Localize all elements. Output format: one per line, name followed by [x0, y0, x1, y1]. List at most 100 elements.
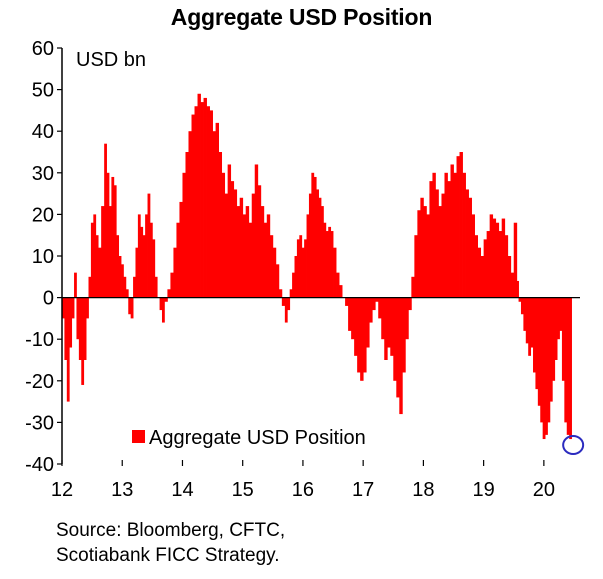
chart-title: Aggregate USD Position — [170, 4, 433, 30]
x-tick-labels: 12 13 14 15 16 17 18 19 20 — [51, 479, 555, 501]
bar — [123, 276, 127, 298]
bar — [535, 297, 539, 390]
bar — [408, 297, 412, 311]
bar — [417, 210, 421, 298]
bar — [351, 297, 355, 340]
bars-group — [62, 93, 572, 440]
bar — [118, 256, 122, 298]
bar — [140, 226, 144, 298]
bar — [191, 114, 195, 298]
bar — [450, 164, 454, 298]
bar — [64, 297, 68, 360]
bar — [498, 231, 503, 298]
legend-swatch — [132, 430, 145, 443]
bar — [212, 131, 216, 298]
x-tick-label: 15 — [232, 479, 254, 501]
bar — [209, 110, 213, 298]
bar — [133, 276, 136, 298]
bar — [275, 264, 280, 298]
bar — [263, 222, 268, 298]
bar — [86, 297, 89, 319]
bar — [339, 285, 343, 298]
bar — [504, 235, 509, 298]
bar — [62, 297, 65, 319]
bar — [360, 297, 364, 381]
bar — [525, 297, 529, 344]
bar — [101, 206, 105, 298]
bar — [411, 276, 415, 298]
bar — [113, 185, 117, 298]
bar — [549, 297, 553, 402]
bar — [390, 297, 394, 356]
bar — [444, 172, 448, 298]
bar — [561, 297, 565, 381]
bar — [528, 297, 532, 356]
source-line-2: Scotiabank FICC Strategy. — [56, 545, 280, 566]
bar — [354, 297, 358, 356]
x-tick-label: 18 — [412, 479, 434, 501]
bar — [387, 297, 391, 348]
bar — [520, 297, 524, 315]
y-tick-label: 50 — [32, 80, 54, 102]
bar — [396, 297, 400, 398]
bar — [159, 297, 163, 311]
bar — [188, 131, 192, 298]
bar — [456, 156, 460, 298]
bar — [420, 197, 424, 298]
y-tick-label: -40 — [25, 454, 54, 476]
y-tick-label: 40 — [32, 121, 54, 143]
bar — [176, 222, 180, 298]
y-tick-label: 20 — [32, 204, 54, 226]
bar — [393, 297, 397, 381]
bar — [194, 106, 198, 298]
bar — [88, 276, 92, 298]
bar — [432, 172, 436, 298]
bar — [248, 222, 253, 298]
bar — [513, 222, 518, 298]
bar — [142, 235, 146, 298]
bar — [245, 206, 250, 298]
bar — [480, 256, 485, 298]
bar — [423, 206, 427, 298]
bar — [296, 239, 300, 298]
bar — [564, 297, 568, 423]
bar — [552, 297, 556, 381]
bar — [357, 297, 361, 373]
bar — [239, 197, 244, 298]
y-tick-labels: 60 50 40 30 20 10 0 -10 -20 -30 -40 — [25, 38, 54, 476]
bar — [378, 297, 382, 319]
bar — [328, 226, 332, 298]
bar — [533, 297, 536, 373]
y-tick-label: -30 — [25, 412, 54, 434]
bar — [501, 218, 506, 298]
bar — [242, 214, 247, 298]
bar — [251, 193, 256, 298]
bar — [90, 222, 94, 298]
bar — [137, 214, 141, 298]
bar — [130, 297, 134, 319]
bar — [152, 239, 156, 298]
bar — [95, 235, 99, 298]
legend-label: Aggregate USD Position — [149, 427, 366, 449]
bar — [69, 297, 73, 348]
bar — [537, 297, 541, 406]
unit-label: USD bn — [76, 49, 146, 71]
bar — [489, 214, 494, 298]
bar — [569, 297, 572, 440]
bar — [530, 297, 534, 348]
bar — [108, 206, 112, 298]
bar — [306, 214, 310, 298]
bar — [147, 193, 151, 298]
bar — [215, 122, 219, 298]
y-tick-label: 60 — [32, 38, 54, 60]
bar — [384, 297, 388, 360]
bar — [308, 193, 312, 298]
bar — [125, 289, 129, 298]
bar — [441, 193, 445, 298]
bar — [74, 272, 77, 298]
bar — [547, 297, 551, 423]
axes-group — [57, 47, 580, 466]
legend: Aggregate USD Position — [132, 427, 366, 449]
bar — [116, 235, 120, 298]
bar — [233, 189, 238, 298]
